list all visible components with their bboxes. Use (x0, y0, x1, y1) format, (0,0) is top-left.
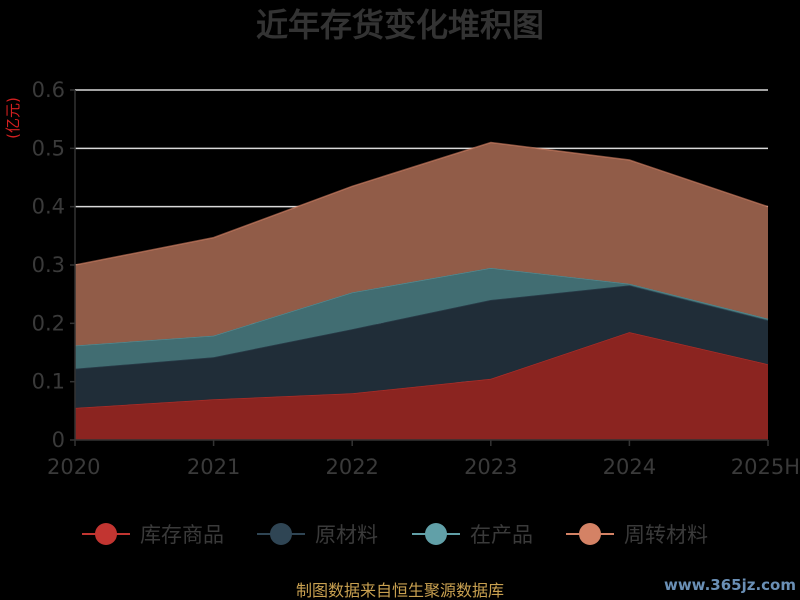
x-tick-label: 2024 (603, 455, 656, 479)
y-tick-labels: 0 0.1 0.2 0.3 0.4 0.5 0.6 (32, 78, 65, 452)
legend-item-4[interactable]: 周转材料 (566, 523, 708, 547)
area-series-group (74, 141, 769, 440)
y-tick-label: 0.4 (32, 195, 65, 219)
watermark-text: www.365jz.com (664, 576, 796, 594)
y-axis-unit-label: (亿元) (4, 97, 22, 139)
y-tick-label: 0.5 (32, 136, 65, 160)
legend-marker (425, 523, 447, 545)
legend-item-3[interactable]: 在产品 (412, 523, 533, 547)
x-tick-label: 2021 (187, 455, 240, 479)
area-series-edge-4 (74, 141, 769, 266)
area-series-3[interactable] (75, 267, 768, 369)
y-tick-label: 0.2 (32, 311, 65, 335)
x-tick-label: 2020 (47, 455, 100, 479)
legend-item-2[interactable]: 原材料 (257, 523, 378, 547)
x-tick-label: 2022 (325, 455, 378, 479)
legend-label: 周转材料 (624, 523, 708, 547)
y-tick-label: 0.3 (32, 253, 65, 277)
chart-title: 近年存货变化堆积图 (256, 6, 544, 44)
data-source-note: 制图数据来自恒生聚源数据库 (296, 581, 504, 600)
y-tick-label: 0.6 (32, 78, 65, 102)
x-tick-label: 2025H (731, 455, 800, 479)
legend-item-1[interactable]: 库存商品 (82, 523, 224, 547)
legend-marker (95, 523, 117, 545)
legend-marker (270, 523, 292, 545)
legend[interactable]: 库存商品 原材料 在产品 周转材料 (82, 523, 708, 547)
legend-label: 在产品 (470, 523, 533, 547)
y-tick-label: 0.1 (32, 370, 65, 394)
x-tick-label: 2023 (464, 455, 517, 479)
y-tick-label: 0 (52, 428, 65, 452)
legend-marker (579, 523, 601, 545)
area-series-2[interactable] (75, 285, 768, 408)
x-tick-labels: 2020 2021 2022 2023 2024 2025H (47, 455, 800, 479)
legend-label: 库存商品 (140, 523, 224, 547)
area-series-4[interactable] (75, 142, 768, 346)
axes (70, 89, 769, 446)
legend-label: 原材料 (315, 523, 378, 547)
